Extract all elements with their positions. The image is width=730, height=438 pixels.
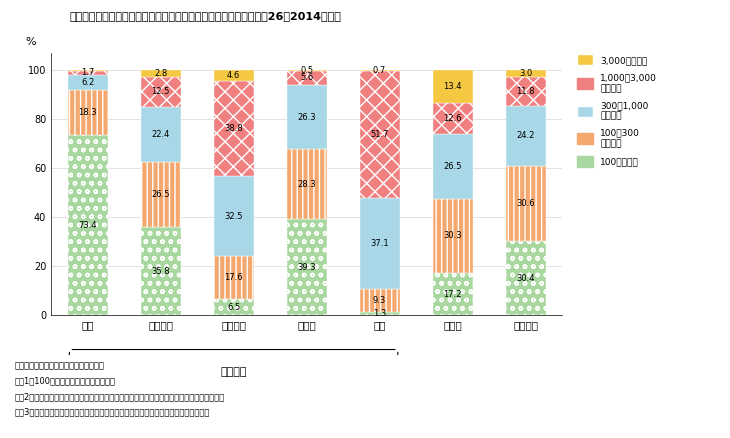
- Bar: [140, 227, 180, 315]
- Bar: [140, 70, 180, 77]
- Text: 農業経営組織別の農産物販売金額規模別農業経営体数の割合（平成26（2014）年）: 農業経営組織別の農産物販売金額規模別農業経営体数の割合（平成26（2014）年）: [69, 11, 341, 21]
- Bar: [359, 312, 400, 315]
- Text: 12.5: 12.5: [151, 88, 170, 96]
- Text: 30.6: 30.6: [516, 198, 535, 208]
- Text: 30.3: 30.3: [443, 231, 462, 240]
- Text: 4.6: 4.6: [227, 71, 240, 80]
- Bar: [359, 290, 400, 312]
- Text: 5.6: 5.6: [300, 73, 313, 82]
- Bar: [432, 70, 473, 102]
- Text: 17.2: 17.2: [443, 290, 462, 299]
- Y-axis label: %: %: [26, 37, 36, 47]
- Bar: [214, 300, 254, 315]
- Bar: [140, 107, 180, 162]
- Text: 26.5: 26.5: [151, 191, 170, 199]
- Text: 13.4: 13.4: [443, 82, 462, 91]
- Text: 11.8: 11.8: [516, 87, 535, 96]
- Text: 18.3: 18.3: [78, 108, 97, 117]
- Bar: [214, 70, 254, 81]
- Bar: [432, 273, 473, 315]
- Text: 囲2-1-12: 囲2-1-12: [9, 11, 56, 21]
- Text: 26.5: 26.5: [443, 162, 462, 171]
- Text: 12.6: 12.6: [443, 113, 462, 123]
- Text: 24.2: 24.2: [516, 131, 535, 140]
- Bar: [286, 219, 327, 315]
- Text: 1.7: 1.7: [81, 68, 94, 78]
- Text: 32.5: 32.5: [224, 212, 243, 221]
- Bar: [140, 77, 180, 107]
- Text: 17.6: 17.6: [224, 273, 243, 282]
- Text: 6.5: 6.5: [227, 303, 240, 312]
- Bar: [286, 71, 327, 85]
- Text: 26.3: 26.3: [297, 113, 316, 121]
- Text: 2.8: 2.8: [154, 69, 167, 78]
- Bar: [214, 81, 254, 177]
- Bar: [140, 162, 180, 227]
- Bar: [286, 85, 327, 149]
- Text: 2）「複合経営」は「準単一複合経営」及び「複合経営」を合わせた農業経営体とする。: 2）「複合経営」は「準単一複合経営」及び「複合経営」を合わせた農業経営体とする。: [15, 392, 225, 401]
- Text: 資料：農林水産省「農業構造動態調査」: 資料：農林水産省「農業構造動態調査」: [15, 361, 104, 371]
- Bar: [359, 198, 400, 290]
- Bar: [432, 102, 473, 134]
- Text: 22.4: 22.4: [151, 131, 170, 139]
- Text: 37.1: 37.1: [370, 239, 389, 248]
- Text: 3）「単一経営」、「準単一複合経営」及び「複合経営」は「用語の解説」を参照: 3）「単一経営」、「準単一複合経営」及び「複合経営」は「用語の解説」を参照: [15, 407, 210, 417]
- Bar: [214, 177, 254, 256]
- Text: 単一経営: 単一経営: [220, 367, 247, 377]
- Bar: [505, 106, 545, 166]
- Text: 3.0: 3.0: [519, 69, 532, 78]
- Text: 51.7: 51.7: [370, 130, 389, 139]
- Bar: [359, 70, 400, 71]
- Text: 注：1）100万円未満は販売なしを含む。: 注：1）100万円未満は販売なしを含む。: [15, 377, 115, 386]
- Text: 38.8: 38.8: [224, 124, 243, 133]
- Bar: [67, 135, 108, 315]
- Text: 0.5: 0.5: [300, 66, 313, 75]
- Text: 6.2: 6.2: [81, 78, 94, 87]
- Text: 39.3: 39.3: [297, 263, 316, 272]
- Bar: [67, 90, 108, 135]
- Bar: [432, 134, 473, 199]
- Text: 35.8: 35.8: [151, 267, 170, 276]
- Text: 9.3: 9.3: [373, 296, 386, 305]
- Bar: [286, 149, 327, 219]
- Text: 1.3: 1.3: [373, 309, 386, 318]
- Bar: [67, 75, 108, 90]
- Bar: [67, 70, 108, 71]
- Bar: [505, 241, 545, 315]
- Text: 30.4: 30.4: [516, 273, 535, 283]
- Bar: [67, 71, 108, 75]
- Bar: [505, 166, 545, 241]
- Bar: [359, 71, 400, 198]
- Bar: [432, 199, 473, 273]
- Bar: [214, 256, 254, 300]
- Bar: [286, 70, 327, 71]
- Bar: [505, 70, 545, 77]
- Text: 28.3: 28.3: [297, 180, 316, 189]
- Bar: [505, 77, 545, 106]
- Legend: 3,000万円以上, 1,000～3,000
万円未満, 300～1,000
万円未満, 100～300
万円未満, 100万円未満: 3,000万円以上, 1,000～3,000 万円未満, 300～1,000 万…: [577, 54, 657, 167]
- Text: 0.7: 0.7: [373, 66, 386, 75]
- Text: 73.4: 73.4: [78, 221, 97, 230]
